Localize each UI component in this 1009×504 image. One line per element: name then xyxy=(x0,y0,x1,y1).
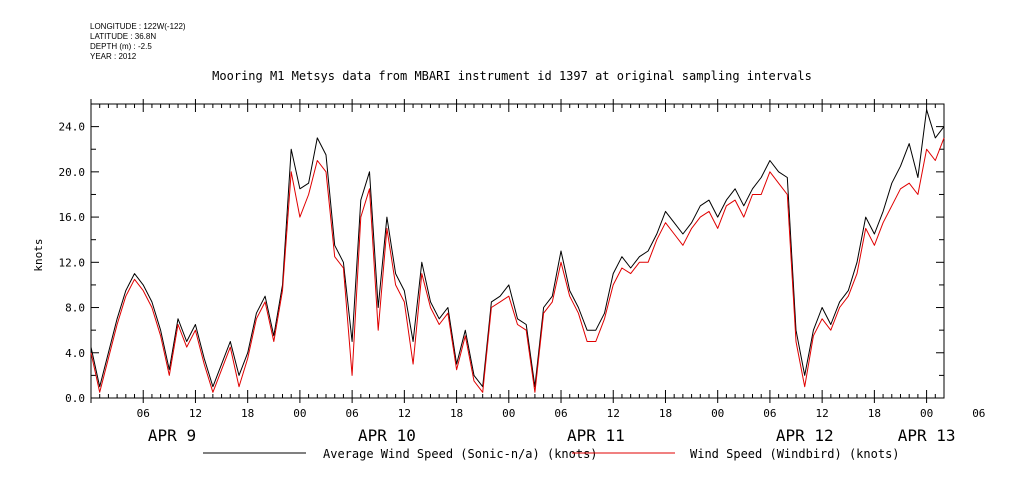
latitude-label: LATITUDE : 36.8N xyxy=(90,32,157,41)
plot-frame xyxy=(90,103,945,399)
y-tick-label: 24.0 xyxy=(59,121,86,134)
x-day-label: APR 11 xyxy=(567,426,625,445)
y-tick-label: 4.0 xyxy=(65,347,85,360)
y-tick-label: 16.0 xyxy=(59,211,86,224)
legend-label-sonic: Average Wind Speed (Sonic-n/a) (knots) xyxy=(323,447,598,461)
x-hour-label: 00 xyxy=(502,407,515,420)
series-layer xyxy=(90,109,945,393)
x-hour-label: 12 xyxy=(189,407,202,420)
x-hour-label: 06 xyxy=(137,407,150,420)
x-hour-label: 06 xyxy=(763,407,776,420)
x-day-label: APR 9 xyxy=(148,426,196,445)
y-tick-label: 12.0 xyxy=(59,256,86,269)
x-hour-label: 18 xyxy=(868,407,881,420)
x-hour-label: 12 xyxy=(398,407,411,420)
chart-title: Mooring M1 Metsys data from MBARI instru… xyxy=(212,69,812,83)
x-hour-label: 12 xyxy=(607,407,620,420)
y-axis-ticks: 0.0 4.0 8.0 12.0 16.0 20.0 24.0 xyxy=(59,103,944,405)
legend-label-windbird: Wind Speed (Windbird) (knots) xyxy=(690,447,900,461)
x-day-label: APR 13 xyxy=(898,426,956,445)
legend: Average Wind Speed (Sonic-n/a) (knots) W… xyxy=(203,447,900,461)
year-label: YEAR : 2012 xyxy=(90,52,137,61)
y-axis-label: knots xyxy=(32,238,45,271)
x-hour-label: 18 xyxy=(450,407,463,420)
series-line-windbird xyxy=(90,137,945,393)
x-axis-ticks: 06 12 18 00 06 12 18 00 06 12 18 00 06 12 18 00 06 APR 9 A… xyxy=(90,99,985,445)
x-hour-label: 06 xyxy=(554,407,567,420)
longitude-label: LONGITUDE : 122W(-122) xyxy=(90,22,186,31)
y-tick-label: 20.0 xyxy=(59,166,86,179)
x-day-label: APR 12 xyxy=(776,426,834,445)
depth-label: DEPTH (m) : -2.5 xyxy=(90,42,152,51)
x-hour-label: 00 xyxy=(711,407,724,420)
y-tick-label: 0.0 xyxy=(65,392,85,405)
series-line-sonic xyxy=(90,109,945,388)
x-hour-label: 12 xyxy=(816,407,829,420)
x-hour-label: 00 xyxy=(920,407,933,420)
x-hour-label: 06 xyxy=(345,407,358,420)
x-hour-label: 18 xyxy=(241,407,254,420)
x-hour-label: 18 xyxy=(659,407,672,420)
x-day-label: APR 10 xyxy=(358,426,416,445)
metadata-block: LONGITUDE : 122W(-122) LATITUDE : 36.8N … xyxy=(90,22,186,62)
x-hour-label: 00 xyxy=(293,407,306,420)
x-hour-label: 06 xyxy=(972,407,985,420)
y-tick-label: 8.0 xyxy=(65,302,85,315)
